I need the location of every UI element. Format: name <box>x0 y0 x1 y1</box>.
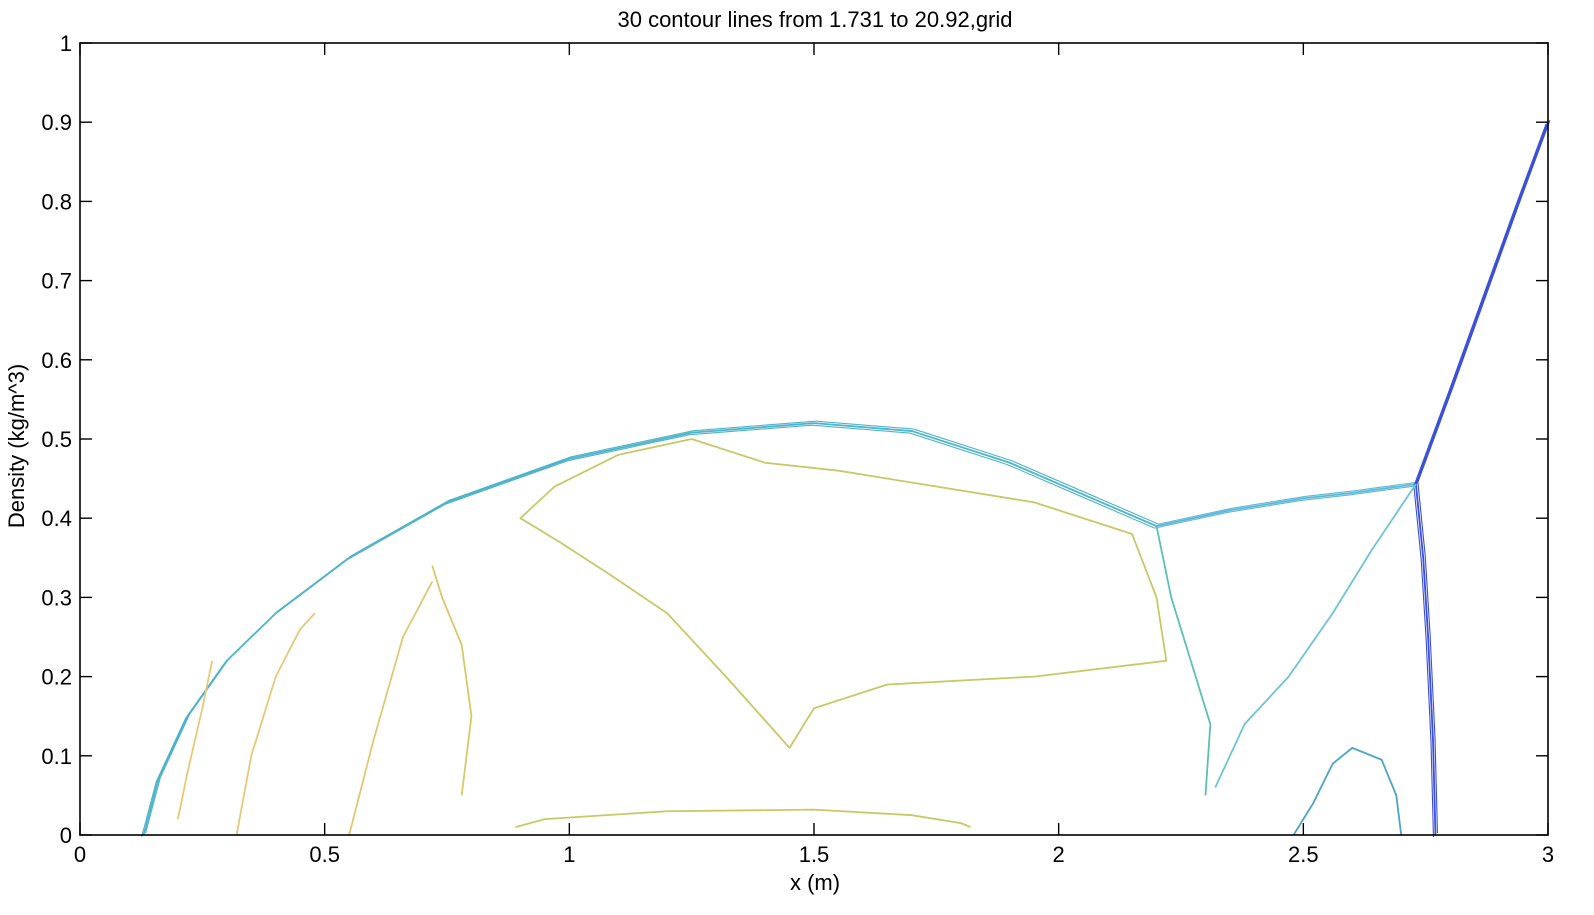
mach-stem-line-2 <box>1414 484 1437 836</box>
y-tick-label: 0.7 <box>41 269 72 294</box>
x-tick-label: 1 <box>563 842 575 867</box>
x-tick-label: 1.5 <box>799 842 830 867</box>
reflected-shock-upper-line-3 <box>1158 481 1418 525</box>
mach-stem-line-3 <box>1417 482 1439 834</box>
vortex-contour-line <box>1292 746 1403 836</box>
y-tick-label: 0.8 <box>41 189 72 214</box>
x-tick-label: 0 <box>74 842 86 867</box>
bottom-contour-line <box>515 808 971 828</box>
left-striation-4-line <box>431 565 473 796</box>
y-tick-label: 0.5 <box>41 427 72 452</box>
x-tick-label: 3 <box>1542 842 1554 867</box>
y-tick-label: 0.2 <box>41 665 72 690</box>
x-tick-label: 2 <box>1053 842 1065 867</box>
x-axis: 0 0.5 1 1.5 2 2.5 3 <box>74 43 1554 867</box>
bow-shock-line-3 <box>145 420 1159 834</box>
x-tick-label: 0.5 <box>309 842 340 867</box>
y-tick-label: 0 <box>60 823 72 848</box>
y-axis: 0 0.1 0.2 0.3 0.4 0.5 0.6 0.7 0.8 0.9 1 <box>41 31 1548 848</box>
left-striation-3-line <box>348 581 434 836</box>
y-tick-label: 0.6 <box>41 348 72 373</box>
reflected-shock-upper-line-2 <box>1156 483 1417 527</box>
x-axis-title: x (m) <box>790 870 840 895</box>
left-striation-2-line <box>235 612 316 836</box>
reflected-wave-inner-line <box>1214 483 1417 788</box>
incident-shock-line-3 <box>1417 120 1551 483</box>
x-tick-label: 2.5 <box>1288 842 1319 867</box>
incident-shock-line-1 <box>1413 124 1547 487</box>
plot-area <box>80 43 1548 835</box>
left-striation-1-line <box>176 660 214 820</box>
interior-contour-large-line <box>519 438 1168 749</box>
y-tick-label: 0.4 <box>41 506 72 531</box>
reflected-shock-upper-line-1 <box>1154 485 1414 529</box>
y-axis-title: Density (kg/m^3) <box>4 364 29 528</box>
y-tick-label: 0.1 <box>41 744 72 769</box>
chart-title: 30 contour lines from 1.731 to 20.92,gri… <box>617 7 1012 32</box>
y-tick-label: 0.9 <box>41 110 72 135</box>
y-tick-label: 0.3 <box>41 585 72 610</box>
slip-line-line <box>1155 525 1212 796</box>
y-tick-label: 1 <box>60 31 72 56</box>
contour-lines <box>141 120 1551 838</box>
mach-stem-line-1 <box>1413 486 1435 838</box>
incident-shock-line-2 <box>1415 121 1549 485</box>
